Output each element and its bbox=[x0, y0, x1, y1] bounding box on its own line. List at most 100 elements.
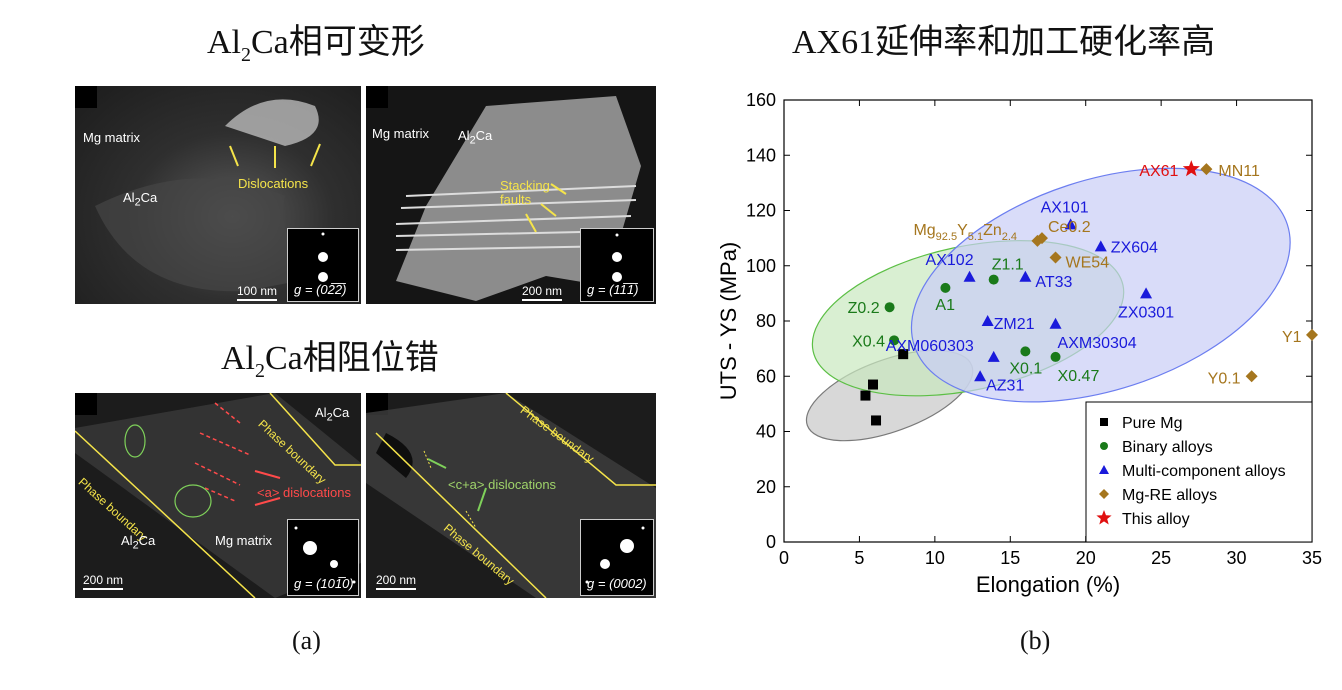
data-point-circle bbox=[988, 274, 999, 285]
diffraction-inset: g = (0002) bbox=[580, 519, 654, 596]
data-point-triangle bbox=[987, 350, 1000, 362]
legend-marker-circle bbox=[1100, 442, 1108, 450]
x-tick-label: 10 bbox=[925, 548, 945, 568]
data-point-triangle bbox=[963, 270, 976, 282]
y-tick-label: 0 bbox=[766, 532, 776, 552]
data-point-label: Y0.1 bbox=[1208, 370, 1241, 387]
tem-image-ca-dislocations: Phase boundary <c+a> dislocations Phase … bbox=[366, 393, 656, 598]
legend-marker-square bbox=[1100, 418, 1108, 426]
y-tick-label: 100 bbox=[746, 256, 776, 276]
heading-deformable: Al2Ca相可变形 bbox=[207, 24, 425, 66]
data-point-label: AZ31 bbox=[986, 377, 1024, 394]
x-tick-label: 25 bbox=[1151, 548, 1171, 568]
tem-image-a-dislocations: Al2Ca Phase boundary Phase boundary <a> … bbox=[75, 393, 361, 598]
data-point-circle bbox=[940, 282, 951, 293]
data-point-label: Ce0.2 bbox=[1048, 219, 1091, 236]
label-a-dislocations: <a> dislocations bbox=[257, 485, 351, 500]
diffraction-inset: g = (101̅0) bbox=[287, 519, 359, 596]
legend-label: This alloy bbox=[1122, 511, 1190, 528]
tem-image-stacking-faults: Mg matrix Al2Ca Stacking faults 200 nm g… bbox=[366, 86, 656, 304]
data-point-label: WE54 bbox=[1066, 254, 1110, 271]
x-tick-label: 5 bbox=[854, 548, 864, 568]
data-point-square bbox=[871, 415, 882, 426]
data-point-diamond bbox=[1035, 232, 1048, 245]
label-mg-matrix: Mg matrix bbox=[372, 126, 430, 141]
x-axis-label: Elongation (%) bbox=[976, 572, 1120, 597]
legend-label: Binary alloys bbox=[1122, 439, 1213, 456]
corner-marker bbox=[366, 393, 388, 415]
label-ca-dislocations: <c+a> dislocations bbox=[448, 477, 557, 492]
legend-marker-star bbox=[1096, 510, 1112, 525]
scale-bar: 100 nm bbox=[237, 284, 278, 301]
chart-axes: 0 5 10 15 20 25 30 35 0 20 40 60 80 100 120 140 160 Elong… bbox=[716, 90, 1322, 597]
y-tick-label: 40 bbox=[756, 422, 776, 442]
data-point-triangle bbox=[1049, 317, 1062, 329]
diffraction-inset: g = (02̅2̅) bbox=[287, 228, 359, 302]
y-tick-label: 80 bbox=[756, 311, 776, 331]
data-point-label: A1 bbox=[935, 297, 955, 314]
data-point-triangle bbox=[1140, 287, 1153, 299]
legend-box bbox=[1085, 401, 1313, 543]
scatter-chart: 0 5 10 15 20 25 30 35 0 20 40 60 80 100 120 140 160 Elong… bbox=[716, 90, 1322, 597]
y-tick-label: 120 bbox=[746, 201, 776, 221]
scale-bar: 200 nm bbox=[522, 284, 563, 301]
x-tick-label: 15 bbox=[1000, 548, 1020, 568]
data-point-circle bbox=[884, 302, 895, 313]
data-point-label: AX101 bbox=[1041, 199, 1089, 216]
label-dislocations: Dislocations bbox=[238, 176, 309, 191]
data-point-triangle bbox=[1019, 270, 1032, 282]
chart-legend: Pure Mg Binary alloys Multi-component allo… bbox=[1085, 401, 1313, 543]
group-ellipses bbox=[805, 167, 1291, 442]
x-tick-label: 0 bbox=[779, 548, 789, 568]
label-al2ca-top: Al2Ca bbox=[315, 405, 350, 424]
data-point-label: X0.47 bbox=[1058, 368, 1100, 385]
data-points: Z0.2 X0.4 A1 Z1.1 X0.1 X0.47 AX101 ZX604 AX102 AT… bbox=[848, 160, 1318, 426]
diffraction-inset: g = (11̅1̅) bbox=[580, 228, 654, 302]
data-point-square bbox=[860, 390, 871, 401]
data-point-diamond bbox=[1200, 163, 1213, 176]
data-point-label: AX61 bbox=[1139, 163, 1178, 180]
panel-label-b: (b) bbox=[1020, 626, 1051, 655]
data-point-triangle bbox=[1064, 218, 1077, 230]
data-point-label: MN11 bbox=[1218, 163, 1260, 180]
data-point-label: ZX0301 bbox=[1118, 304, 1174, 321]
y-tick-label: 160 bbox=[746, 90, 776, 110]
y-axis-label: UTS - YS (MPa) bbox=[716, 242, 741, 401]
data-point-diamond bbox=[1306, 328, 1318, 341]
legend-label: Mg-RE alloys bbox=[1122, 487, 1217, 504]
legend-label: Pure Mg bbox=[1122, 415, 1182, 432]
scale-bar: 200 nm bbox=[83, 573, 124, 590]
legend-label: Multi-component alloys bbox=[1122, 463, 1286, 480]
data-point-triangle bbox=[1094, 240, 1107, 252]
legend-marker-triangle bbox=[1099, 465, 1109, 474]
chart-heading: AX61延伸率和加工硬化率高 bbox=[792, 24, 1216, 61]
data-point-label: X0.1 bbox=[1009, 360, 1042, 377]
data-point-star bbox=[1182, 160, 1200, 177]
micrograph-texture bbox=[95, 99, 325, 292]
data-point-label: AX102 bbox=[926, 252, 974, 269]
heading-dislocation-blocking: Al2Ca相阻位错 bbox=[221, 340, 439, 382]
y-tick-label: 20 bbox=[756, 477, 776, 497]
tem-image-dislocations: Mg matrix Al2Ca Dislocations 100 nm g = … bbox=[75, 86, 361, 304]
data-point-label: X0.4 bbox=[852, 333, 885, 350]
corner-marker bbox=[366, 86, 388, 108]
label-al2ca-bottom: Al2Ca bbox=[121, 533, 156, 552]
data-point-circle bbox=[889, 335, 900, 346]
panel-label-a: (a) bbox=[292, 626, 321, 655]
data-point-square bbox=[868, 379, 879, 390]
data-point-label: ZM21 bbox=[994, 316, 1035, 333]
data-point-diamond bbox=[1245, 370, 1258, 383]
micrograph-texture bbox=[395, 96, 641, 301]
data-point-label: AXM30304 bbox=[1058, 335, 1137, 352]
x-tick-label: 30 bbox=[1227, 548, 1247, 568]
data-point-label: Z1.1 bbox=[992, 257, 1024, 274]
data-point-circle bbox=[1020, 346, 1031, 357]
data-point-triangle bbox=[974, 370, 987, 382]
data-point-label: Mg92.5Y5.1Zn2.4 bbox=[913, 222, 1017, 243]
label-al2ca: Al2Ca bbox=[123, 190, 158, 209]
data-point-square bbox=[898, 349, 909, 360]
corner-marker bbox=[75, 86, 97, 108]
y-tick-label: 140 bbox=[746, 145, 776, 165]
data-point-label: AXM060303 bbox=[886, 338, 974, 355]
legend-marker-diamond bbox=[1099, 489, 1109, 499]
